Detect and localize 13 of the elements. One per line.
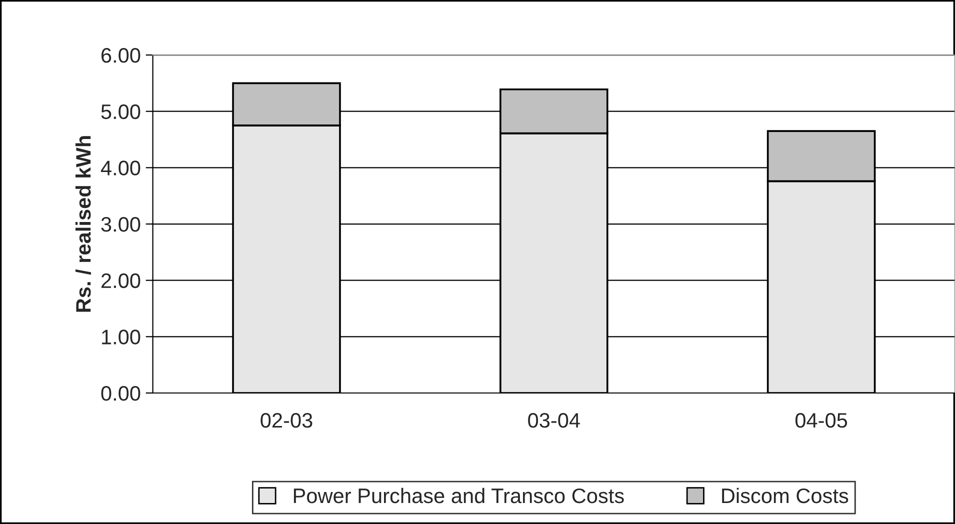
y-tick-label: 5.00 <box>101 104 140 120</box>
y-tick-label: 2.00 <box>102 273 140 288</box>
y-tick-label: 6.00 <box>102 48 140 63</box>
x-tick-label: 02-03 <box>260 412 312 428</box>
y-axis-title: Rs. / realised kWh <box>75 136 91 312</box>
y-tick-label: 1.00 <box>102 330 140 344</box>
y-tick-label: 3.00 <box>101 217 140 232</box>
x-tick-label: 04-05 <box>795 412 848 428</box>
legend-label: Power Purchase and Transco Costs <box>294 488 624 504</box>
x-tick-label: 03-04 <box>528 412 580 428</box>
y-tick-label: 4.00 <box>100 160 140 176</box>
legend-label: Discom Costs <box>722 488 848 504</box>
y-tick-label: 0.00 <box>101 386 140 401</box>
